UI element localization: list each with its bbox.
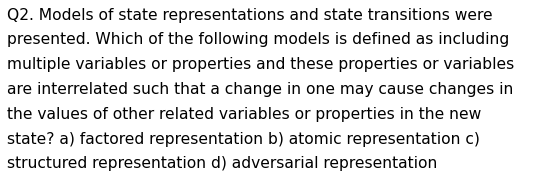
Text: Q2. Models of state representations and state transitions were: Q2. Models of state representations and … (7, 8, 493, 23)
Text: state? a) factored representation b) atomic representation c): state? a) factored representation b) ato… (7, 132, 480, 147)
Text: the values of other related variables or properties in the new: the values of other related variables or… (7, 107, 482, 122)
Text: are interrelated such that a change in one may cause changes in: are interrelated such that a change in o… (7, 82, 513, 97)
Text: structured representation d) adversarial representation: structured representation d) adversarial… (7, 156, 437, 171)
Text: presented. Which of the following models is defined as including: presented. Which of the following models… (7, 32, 509, 47)
Text: multiple variables or properties and these properties or variables: multiple variables or properties and the… (7, 57, 514, 72)
